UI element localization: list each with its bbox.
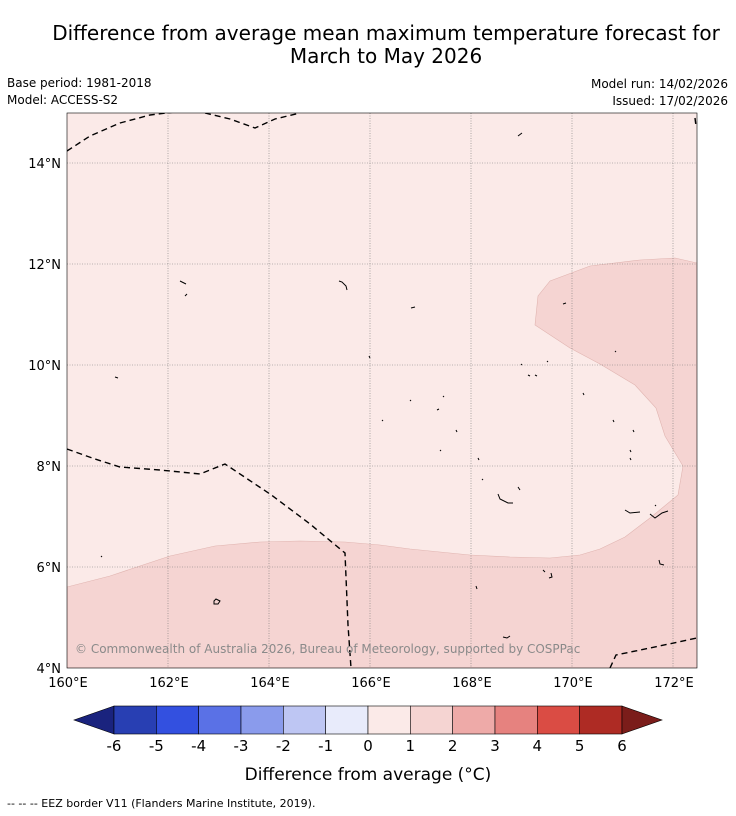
- colorbar-bin: [156, 705, 199, 735]
- graticule: [67, 113, 697, 668]
- colorbar-bin: [410, 705, 453, 735]
- lon-label-172e: 172°E: [654, 676, 694, 691]
- colorbar-bin: [113, 705, 157, 735]
- colorbar-bin: [579, 705, 623, 735]
- lon-label-160e: 160°E: [48, 676, 88, 691]
- colorbar-tick-label: 3: [490, 737, 500, 755]
- colorbar: -6 -5 -4 -3 -2 -1 0 1 2 3 4 5 6: [73, 705, 663, 755]
- lon-label-170e: 170°E: [553, 676, 593, 691]
- colorbar-bin: [494, 705, 538, 735]
- colorbar-under-arrow: [73, 705, 115, 735]
- title-line-2: March to May 2026: [289, 44, 483, 68]
- title-line-1: Difference from average mean maximum tem…: [52, 21, 720, 45]
- lat-label-14n: 14°N: [28, 157, 61, 172]
- islands: [100, 132, 669, 639]
- colorbar-tick-label: -5: [149, 737, 164, 755]
- colorbar-tick-label: 4: [533, 737, 543, 755]
- colorbar-bin: [367, 705, 411, 735]
- colorbar-bin: [198, 705, 242, 735]
- lat-label-6n: 6°N: [37, 561, 62, 576]
- lon-label-166e: 166°E: [351, 676, 391, 691]
- lat-label-12n: 12°N: [28, 258, 61, 273]
- issued-date: Issued: 17/02/2026: [612, 94, 728, 108]
- lat-label-10n: 10°N: [28, 359, 61, 374]
- lon-label-164e: 164°E: [250, 676, 290, 691]
- colorbar-bin: [283, 705, 326, 735]
- lat-labels: 14°N 12°N 10°N 8°N 6°N 4°N: [28, 157, 61, 677]
- lat-label-4n: 4°N: [37, 662, 62, 677]
- lon-labels: 160°E 162°E 164°E 166°E 168°E 170°E 172°…: [48, 676, 694, 691]
- colorbar-bin: [325, 705, 369, 735]
- lon-label-162e: 162°E: [149, 676, 189, 691]
- map-frame: [66, 112, 698, 669]
- eez-borders: [67, 113, 697, 668]
- model-name: Model: ACCESS-S2: [7, 93, 119, 107]
- meta-right: Model run: 14/02/2026 Issued: 17/02/2026: [591, 76, 728, 110]
- colorbar-tick-label: 5: [575, 737, 585, 755]
- colorbar-tick-label: 0: [363, 737, 373, 755]
- meta-left: Base period: 1981-2018 Model: ACCESS-S2: [7, 75, 152, 109]
- model-run: Model run: 14/02/2026: [590, 77, 728, 91]
- colorbar-tick-label: 1: [406, 737, 416, 755]
- chart-title: Difference from average mean maximum tem…: [20, 22, 736, 68]
- colorbar-bin: [240, 705, 284, 735]
- colorbar-tick-label: -4: [191, 737, 206, 755]
- colorbar-over-arrow: [621, 705, 663, 735]
- colorbar-tick-label: 6: [617, 737, 627, 755]
- colorbar-tick-label: -1: [318, 737, 333, 755]
- lon-label-168e: 168°E: [452, 676, 492, 691]
- lat-label-8n: 8°N: [37, 460, 62, 475]
- footer-note: -- -- -- EEZ border V11 (Flanders Marine…: [7, 797, 316, 810]
- colorbar-title: Difference from average (°C): [245, 765, 492, 785]
- colorbar-bin: [452, 705, 496, 735]
- copyright-text: © Commonwealth of Australia 2026, Bureau…: [75, 642, 580, 656]
- colorbar-tick-label: 2: [448, 737, 458, 755]
- anomaly-region-south: [67, 257, 697, 668]
- colorbar-bin: [537, 705, 580, 735]
- colorbar-tick-label: -2: [276, 737, 291, 755]
- colorbar-tick-label: -3: [234, 737, 249, 755]
- base-period: Base period: 1981-2018: [7, 76, 152, 90]
- colorbar-tick-label: -6: [107, 737, 122, 755]
